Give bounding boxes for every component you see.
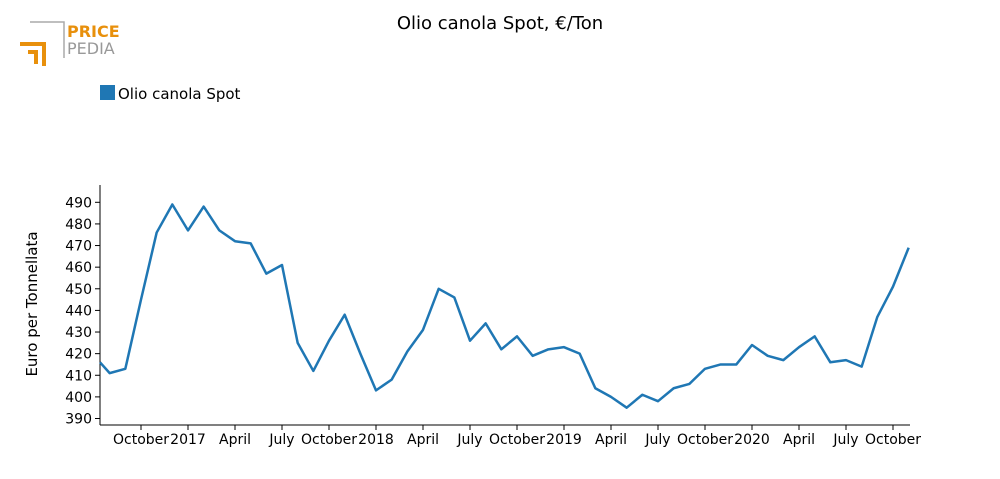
legend-swatch xyxy=(100,85,115,100)
x-tick-label: 2018 xyxy=(358,432,394,448)
y-tick-label: 400 xyxy=(65,390,92,406)
logo: PRICE PEDIA xyxy=(20,21,120,66)
y-tick-label: 440 xyxy=(65,303,92,319)
x-tick-label: October xyxy=(113,432,169,448)
x-tick-label: April xyxy=(595,432,627,448)
y-tick-label: 390 xyxy=(65,412,92,428)
x-tick-label: 2020 xyxy=(734,432,770,448)
x-tick-label: April xyxy=(407,432,439,448)
legend-label: Olio canola Spot xyxy=(118,85,241,103)
x-tick-label: July xyxy=(268,432,294,448)
x-tick-label: April xyxy=(219,432,251,448)
x-tick-label: October xyxy=(865,432,921,448)
y-tick-label: 410 xyxy=(65,368,92,384)
chart-title: Olio canola Spot, €/Ton xyxy=(397,13,603,34)
y-tick-label: 490 xyxy=(65,195,92,211)
x-tick-label: July xyxy=(456,432,482,448)
y-axis-label: Euro per Tonnellata xyxy=(23,231,41,376)
x-tick-label: April xyxy=(783,432,815,448)
x-tick-label: July xyxy=(832,432,858,448)
x-tick-label: October xyxy=(677,432,733,448)
x-tick-label: October xyxy=(301,432,357,448)
y-tick-label: 450 xyxy=(65,282,92,298)
x-tick-label: 2017 xyxy=(170,432,206,448)
x-tick-label: 2019 xyxy=(546,432,582,448)
y-tick-label: 430 xyxy=(65,325,92,341)
logo-text: PEDIA xyxy=(67,39,115,58)
x-tick-label: July xyxy=(644,432,670,448)
y-tick-label: 480 xyxy=(65,217,92,233)
logo-text: PRICE xyxy=(67,22,120,41)
x-tick-label: October xyxy=(489,432,545,448)
plot: 390 400 410 420 430 440 450 460 470 480 490 October… xyxy=(65,85,921,448)
data-line xyxy=(99,203,910,409)
y-tick-label: 420 xyxy=(65,347,92,363)
y-tick-label: 460 xyxy=(65,260,92,276)
y-tick-label: 470 xyxy=(65,239,92,255)
